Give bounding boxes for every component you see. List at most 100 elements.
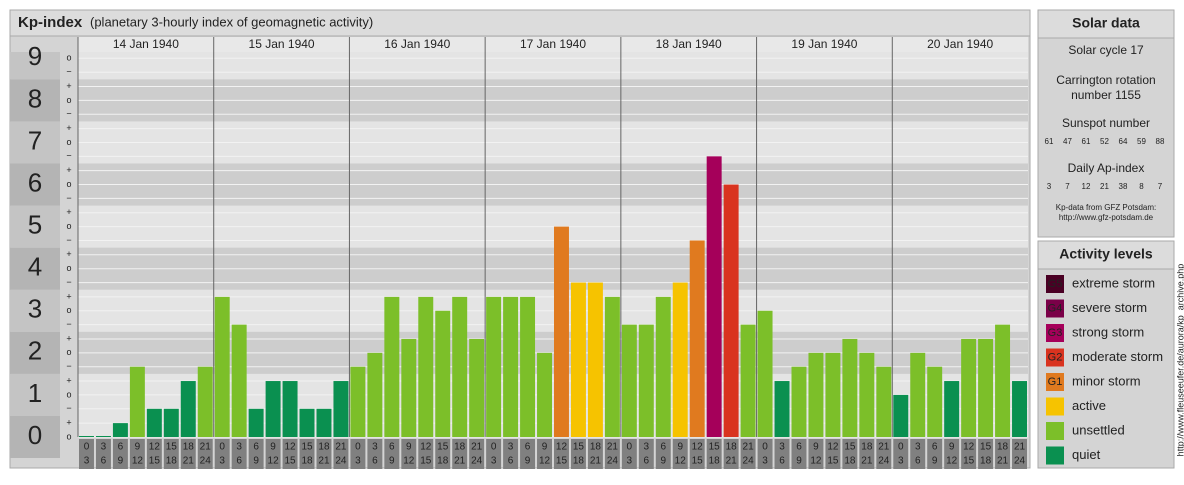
ap-value: 21	[1100, 182, 1109, 191]
hour-label: 24	[471, 456, 483, 467]
legend-label: unsettled	[1072, 422, 1125, 437]
y-minor-label: −	[66, 277, 71, 287]
y-band	[10, 373, 60, 416]
hour-label: 15	[284, 456, 296, 467]
hour-cell	[689, 439, 705, 469]
y-minor-label: −	[66, 151, 71, 161]
date-label: 16 Jan 1940	[384, 37, 450, 51]
legend-swatch	[1046, 422, 1064, 440]
hour-label: 3	[372, 442, 378, 453]
hour-cell	[452, 439, 468, 469]
y-minor-label: o	[66, 347, 71, 357]
hour-label: 15	[827, 456, 839, 467]
bar	[112, 423, 128, 437]
credit: Kp-data from GFZ Potsdam:	[1056, 203, 1156, 212]
legend-swatch	[1046, 348, 1064, 367]
bar	[418, 296, 434, 437]
hour-label: 15	[437, 442, 449, 453]
bar	[486, 296, 502, 437]
hour-cell	[604, 439, 620, 469]
hour-cell	[163, 439, 179, 469]
hour-label: 9	[813, 442, 819, 453]
y-tick-label: 4	[28, 252, 42, 282]
hour-label: 3	[84, 456, 90, 467]
solar-header	[1037, 9, 1175, 39]
bar	[316, 408, 332, 437]
bar	[689, 240, 705, 437]
bar	[961, 338, 977, 437]
hour-cell	[112, 439, 128, 469]
bar	[876, 366, 892, 437]
hour-label: 18	[709, 456, 721, 467]
legend-title: Activity levels	[1059, 246, 1153, 262]
legend-label: quiet	[1072, 447, 1101, 462]
hour-cell	[367, 439, 383, 469]
hour-label: 3	[491, 456, 497, 467]
hour-label: 9	[677, 442, 683, 453]
hour-label: 12	[692, 442, 704, 453]
ap-value: 3	[1047, 182, 1052, 191]
y-tick-label: 9	[28, 41, 42, 71]
bar	[129, 366, 145, 437]
hour-label: 15	[166, 442, 178, 453]
hour-cell	[995, 439, 1011, 469]
hour-label: 9	[406, 442, 412, 453]
y-minor-label: o	[66, 137, 71, 147]
bar	[435, 310, 451, 437]
hour-label: 3	[762, 456, 768, 467]
bar	[350, 366, 366, 437]
bar	[672, 282, 688, 437]
hour-label: 6	[915, 456, 921, 467]
chart-subtitle: (planetary 3-hourly index of geomagnetic…	[90, 14, 373, 29]
hour-label: 15	[980, 442, 992, 453]
hour-label: 18	[997, 442, 1009, 453]
hour-cell	[231, 439, 247, 469]
hour-label: 21	[861, 456, 873, 467]
hour-label: 15	[963, 456, 975, 467]
bar	[655, 296, 671, 437]
hour-cell	[706, 439, 722, 469]
hour-label: 0	[355, 442, 361, 453]
hour-label: 6	[525, 442, 531, 453]
hour-cell	[672, 439, 688, 469]
hour-cell	[757, 439, 773, 469]
bar	[180, 381, 196, 437]
hour-label: 24	[743, 456, 755, 467]
hour-label: 24	[878, 456, 890, 467]
hour-cell	[265, 439, 281, 469]
hour-cell	[197, 439, 213, 469]
legend-label: moderate storm	[1072, 349, 1163, 364]
hour-label: 0	[898, 442, 904, 453]
bar	[893, 394, 909, 437]
hour-cell	[333, 439, 349, 469]
hour-cell	[418, 439, 434, 469]
hour-label: 18	[437, 456, 449, 467]
bar	[384, 296, 400, 437]
hour-label: 21	[743, 442, 755, 453]
hour-label: 12	[268, 456, 280, 467]
hour-label: 12	[810, 456, 822, 467]
hour-label: 12	[149, 442, 161, 453]
hour-label: 12	[539, 456, 551, 467]
hour-cell	[978, 439, 994, 469]
hour-cell	[316, 439, 332, 469]
legend-label: minor storm	[1072, 373, 1141, 388]
y-minor-label: o	[66, 221, 71, 231]
carrington: number 1155	[1071, 88, 1141, 102]
hour-label: 9	[932, 456, 938, 467]
y-minor-label: o	[66, 179, 71, 189]
hour-cell	[435, 439, 451, 469]
hour-label: 3	[101, 442, 107, 453]
hour-label: 6	[796, 442, 802, 453]
bar	[452, 296, 468, 437]
bar	[740, 324, 756, 437]
hour-label: 9	[796, 456, 802, 467]
hour-label: 6	[101, 456, 107, 467]
date-label: 17 Jan 1940	[520, 37, 586, 51]
legend-label: strong storm	[1072, 324, 1144, 339]
hour-label: 9	[949, 442, 955, 453]
hour-label: 15	[556, 456, 568, 467]
credit: http://www.gfz-potsdam.de	[1059, 213, 1154, 222]
hour-label: 9	[525, 456, 531, 467]
sunspot-value: 61	[1045, 137, 1054, 146]
